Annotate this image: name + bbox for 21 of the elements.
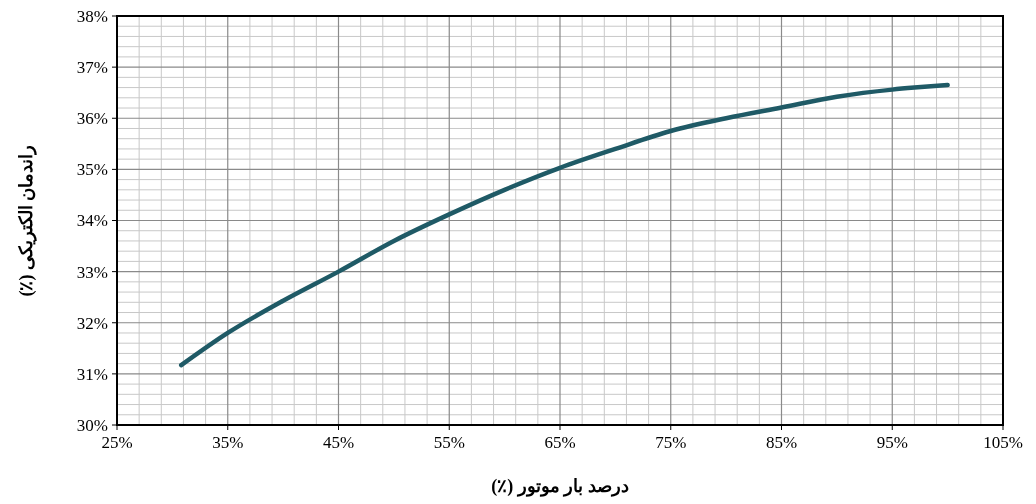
x-tick-label: 55% — [433, 433, 465, 452]
y-tick-label: 34% — [76, 211, 108, 231]
x-tick-label: 35% — [212, 433, 244, 452]
y-tick-label: 37% — [76, 58, 108, 78]
x-tick-label: 65% — [544, 433, 576, 452]
line-series — [178, 82, 950, 368]
y-tick-label: 31% — [76, 364, 108, 384]
y-tick-label: 36% — [76, 109, 108, 129]
x-tick-label: 105% — [983, 433, 1023, 452]
x-tick-label: 75% — [655, 433, 687, 452]
y-tick-label: 32% — [76, 313, 108, 333]
y-tick-label: 35% — [76, 160, 108, 180]
y-tick-label: 38% — [76, 6, 108, 26]
y-tick-label: 30% — [76, 415, 108, 435]
x-tick-label: 95% — [876, 433, 908, 452]
y-axis-title: راندمان الکتریکی (٪) — [16, 144, 37, 297]
x-axis-title: درصد بار موتور (٪) — [491, 476, 629, 497]
x-tick-label: 45% — [322, 433, 355, 452]
x-tick-label: 25% — [101, 433, 133, 452]
y-tick-label: 33% — [76, 262, 108, 282]
x-tick-label: 85% — [765, 433, 798, 452]
